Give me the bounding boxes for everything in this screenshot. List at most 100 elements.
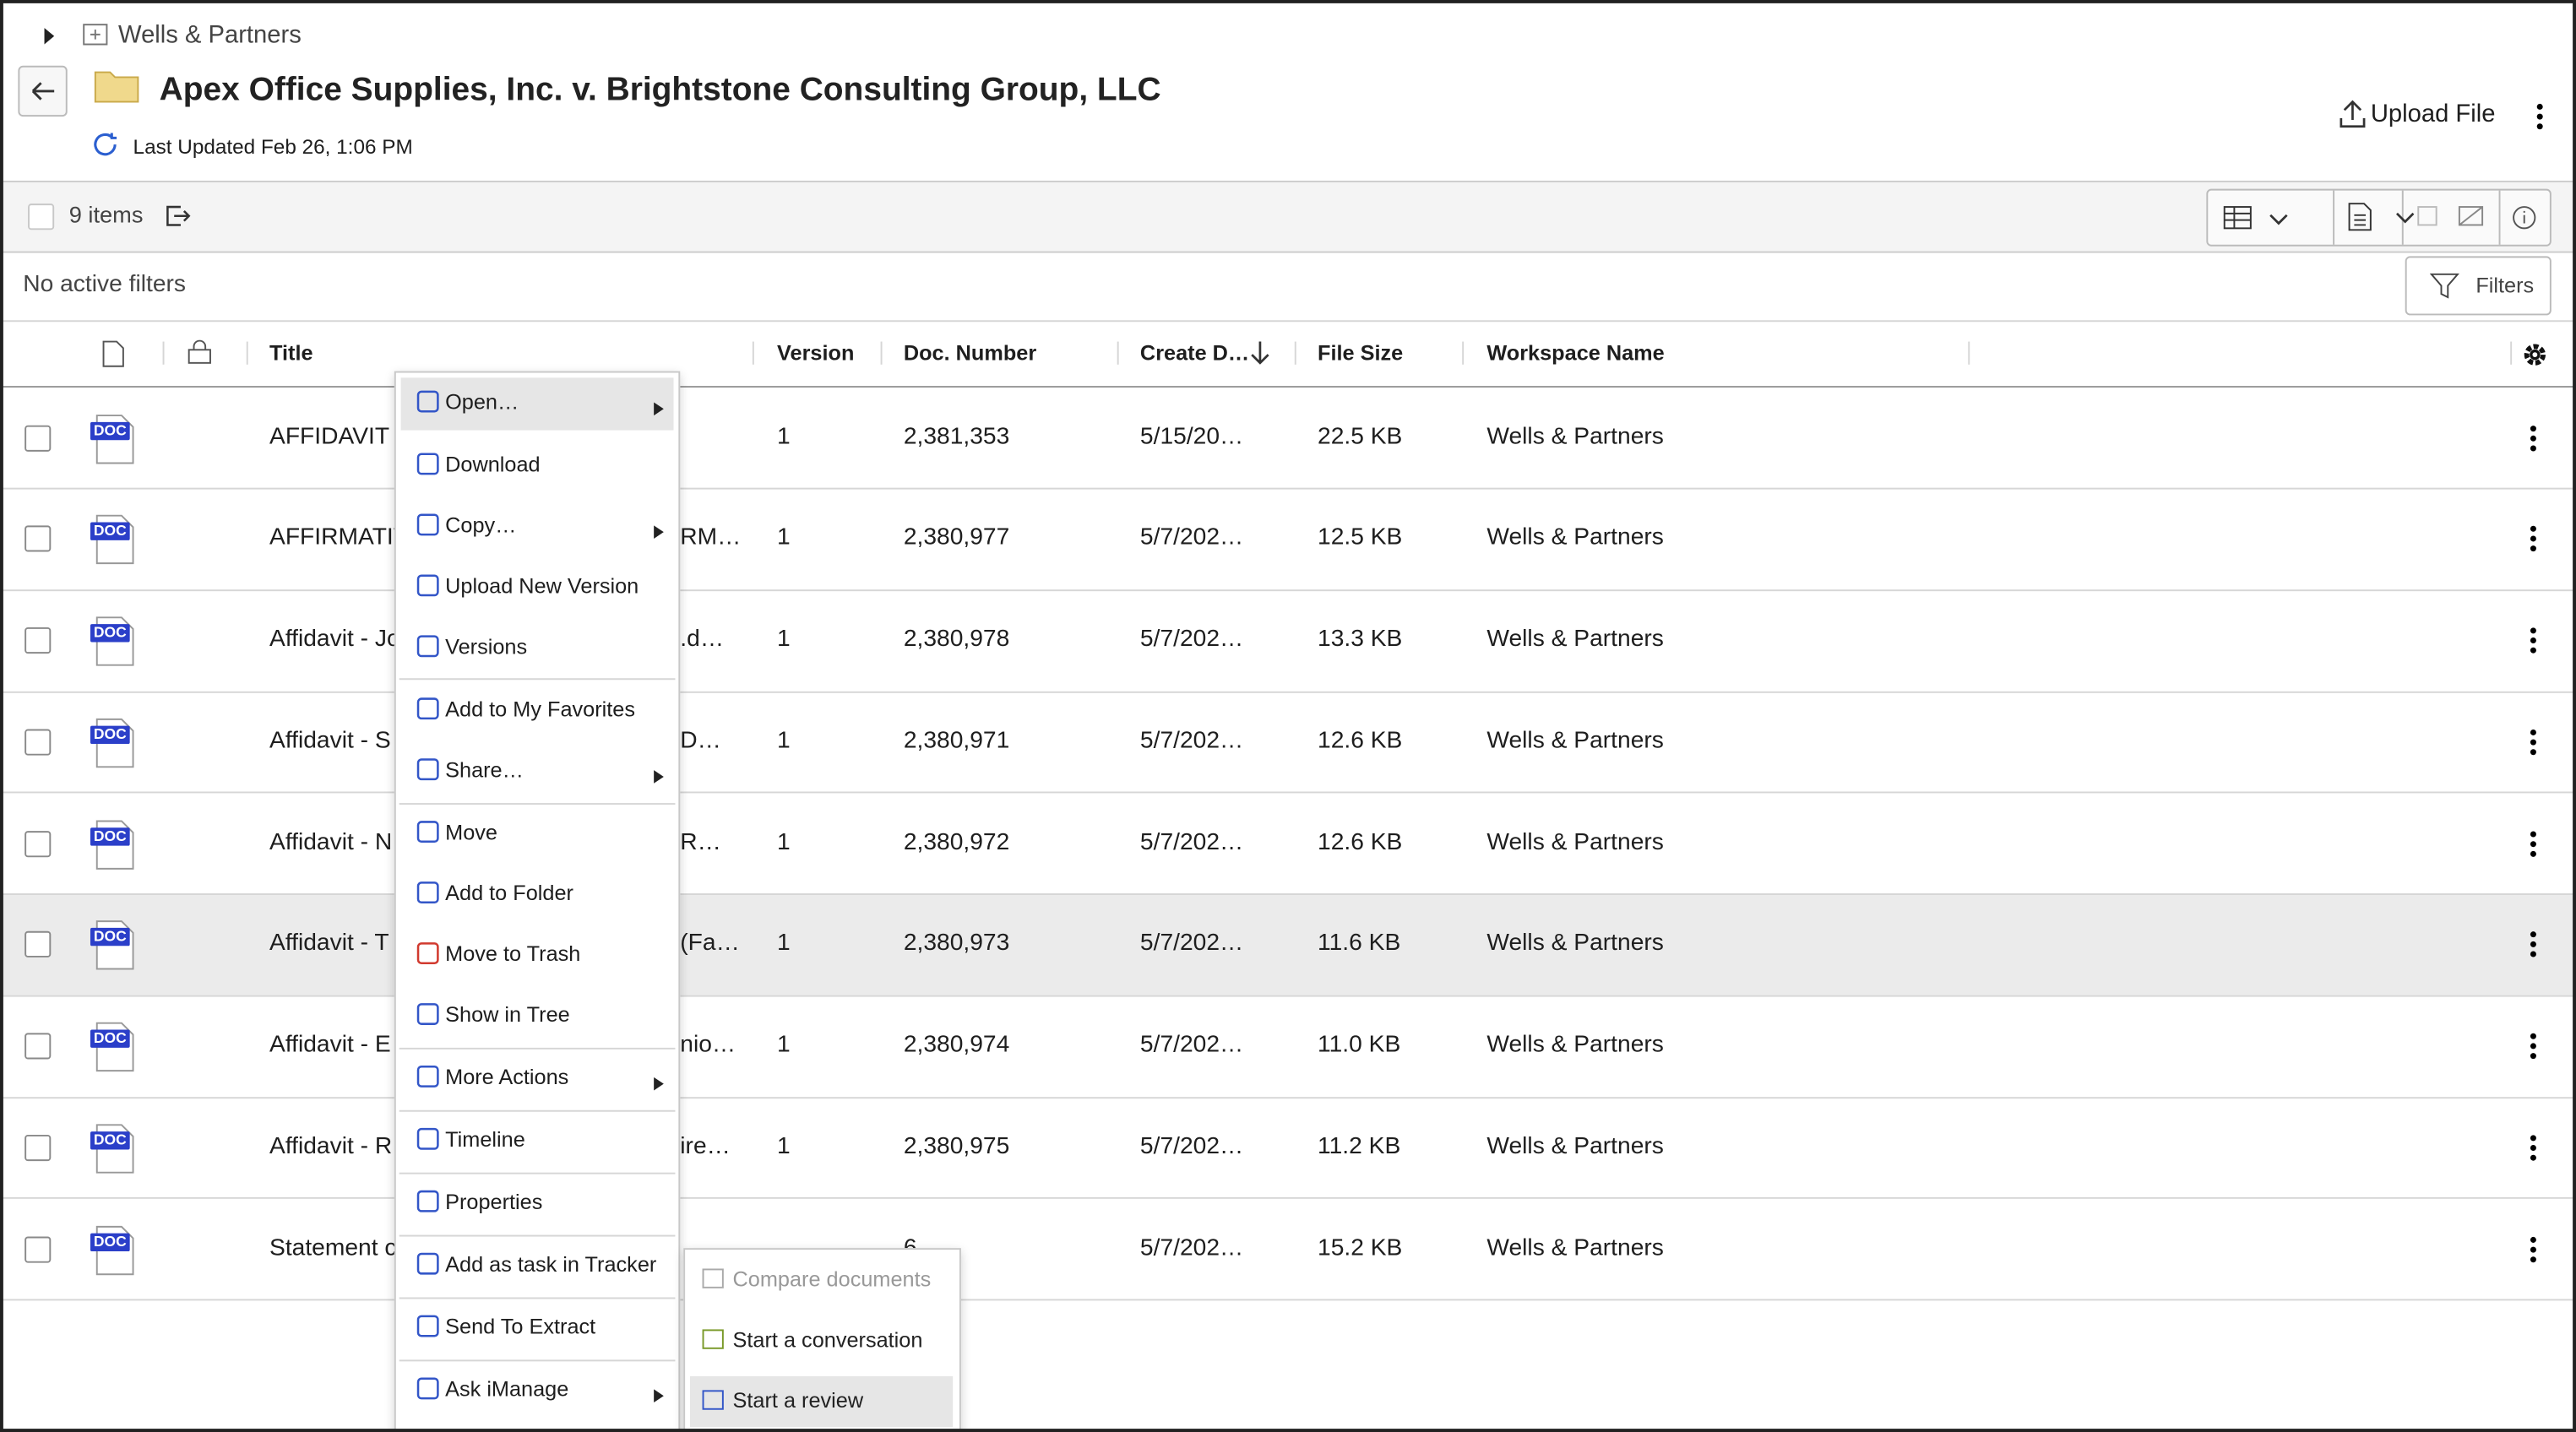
row-checkbox[interactable]	[24, 1236, 51, 1262]
doc-icon: DOC	[90, 1022, 133, 1071]
cell-size: 12.6 KB	[1318, 728, 1402, 757]
row-menu[interactable]	[2525, 930, 2541, 959]
cell-title-tail: RM…	[680, 525, 741, 554]
expand-icon[interactable]	[41, 24, 57, 47]
column-header[interactable]: Doc. Number	[904, 340, 1036, 366]
menu-item[interactable]: More Actions	[445, 1065, 568, 1090]
doc-icon: DOC	[90, 616, 133, 664]
menu-item[interactable]: Download	[445, 452, 540, 477]
row-divider	[0, 1299, 2576, 1300]
menu-item[interactable]: Move to Trash	[445, 941, 580, 967]
cell-workspace: Wells & Partners	[1486, 1133, 1664, 1162]
filters-button[interactable]: Filters	[2405, 256, 2552, 315]
column-header[interactable]: File Size	[1318, 340, 1403, 366]
menu-item[interactable]: Ask iManage	[445, 1376, 568, 1402]
cell-title[interactable]: Statement c	[269, 1234, 397, 1263]
column-settings[interactable]	[2522, 342, 2548, 368]
column-header[interactable]: Version	[777, 340, 854, 366]
row-menu[interactable]	[2525, 423, 2541, 453]
menu-separator	[399, 1048, 676, 1050]
row-divider	[0, 1197, 2576, 1199]
cell-title-tail: .d…	[680, 626, 724, 655]
column-header[interactable]: Create D…	[1140, 340, 1249, 366]
filters-label[interactable]: Filters	[2475, 273, 2534, 298]
doc-icon-label: DOC	[90, 421, 130, 439]
submenu-item[interactable]: Start a review	[733, 1388, 864, 1413]
doc-icon: DOC	[90, 819, 133, 868]
menu-separator	[399, 1235, 676, 1237]
table-view-button[interactable]	[2223, 203, 2313, 231]
menu-item[interactable]: Properties	[445, 1190, 542, 1215]
menu-separator	[399, 1359, 676, 1361]
row-checkbox[interactable]	[24, 526, 51, 552]
column-separator	[881, 342, 883, 365]
info-button[interactable]	[2512, 205, 2536, 230]
row-menu[interactable]	[2525, 524, 2541, 554]
menu-item[interactable]: Show in Tree	[445, 1002, 570, 1028]
cell-title[interactable]: Affidavit - Jo	[269, 626, 400, 655]
cell-title[interactable]: AFFIRMATIV	[269, 525, 410, 554]
submenu-icon	[702, 1268, 725, 1291]
menu-item[interactable]: Versions	[445, 634, 527, 659]
row-checkbox[interactable]	[24, 931, 51, 957]
column-header[interactable]: Title	[269, 340, 313, 366]
row-checkbox[interactable]	[24, 627, 51, 654]
column-header[interactable]: Workspace Name	[1486, 340, 1664, 366]
row-divider	[0, 589, 2576, 591]
row-menu[interactable]	[2525, 727, 2541, 757]
row-menu[interactable]	[2525, 828, 2541, 858]
menu-item[interactable]: Upload New Version	[445, 573, 639, 599]
cell-created: 5/7/202…	[1140, 1133, 1243, 1162]
header-divider	[0, 386, 2576, 388]
doc-icon-label: DOC	[90, 1029, 130, 1047]
row-menu[interactable]	[2525, 626, 2541, 655]
menu-icon	[416, 941, 440, 965]
cell-created: 5/7/202…	[1140, 1032, 1243, 1060]
back-button[interactable]	[18, 66, 67, 117]
doc-icon: DOC	[90, 413, 133, 462]
menu-item[interactable]: Send To Extract	[445, 1314, 595, 1339]
menu-item[interactable]: Add to Folder	[445, 881, 573, 906]
cell-title[interactable]: Affidavit - S	[269, 728, 391, 757]
refresh-icon[interactable]	[92, 132, 120, 160]
cell-title[interactable]: Affidavit - E	[269, 1032, 391, 1060]
row-checkbox[interactable]	[24, 1134, 51, 1160]
cell-created: 5/7/202…	[1140, 626, 1243, 655]
menu-item[interactable]: Move	[445, 820, 497, 845]
cell-title-tail: ire…	[680, 1133, 731, 1162]
menu-item[interactable]: Open…	[445, 389, 519, 415]
row-checkbox[interactable]	[24, 729, 51, 755]
menu-item[interactable]: Add to My Favorites	[445, 697, 635, 722]
cell-size: 12.5 KB	[1318, 525, 1402, 554]
sort-arrow[interactable]	[1248, 340, 1271, 366]
column-separator	[247, 342, 248, 365]
submenu-item[interactable]: Start a conversation	[733, 1327, 923, 1353]
submenu-arrow	[652, 519, 666, 535]
cell-created: 5/7/202…	[1140, 728, 1243, 757]
export-icon[interactable]	[165, 203, 191, 228]
row-menu[interactable]	[2525, 1133, 2541, 1163]
row-checkbox[interactable]	[24, 1033, 51, 1059]
doc-icon-label: DOC	[90, 827, 130, 844]
breadcrumb[interactable]: Wells & Partners	[118, 21, 302, 51]
row-menu[interactable]	[2525, 1234, 2541, 1264]
cell-title[interactable]: Affidavit - R	[269, 1133, 392, 1162]
menu-item[interactable]: Timeline	[445, 1127, 525, 1153]
submenu-arrow	[652, 396, 666, 412]
cell-title[interactable]: Affidavit - N	[269, 829, 392, 858]
row-checkbox[interactable]	[24, 830, 51, 856]
menu-item[interactable]: Add as task in Tracker	[445, 1251, 656, 1277]
select-all-checkbox[interactable]	[28, 203, 54, 230]
menu-item[interactable]: Share…	[445, 757, 524, 783]
more-menu[interactable]	[2530, 102, 2550, 132]
view-controls	[2206, 189, 2551, 247]
cell-title[interactable]: Affidavit - T	[269, 930, 389, 959]
menu-separator	[399, 803, 676, 805]
cell-title[interactable]: AFFIDAVIT C	[269, 423, 413, 452]
upload-file-button[interactable]: Upload File	[2371, 100, 2496, 130]
row-menu[interactable]	[2525, 1031, 2541, 1060]
cell-doc-number: 2,380,975	[904, 1133, 1009, 1162]
row-checkbox[interactable]	[24, 425, 51, 451]
menu-item[interactable]: Copy…	[445, 513, 516, 538]
toggle-buttons[interactable]	[2416, 205, 2491, 230]
